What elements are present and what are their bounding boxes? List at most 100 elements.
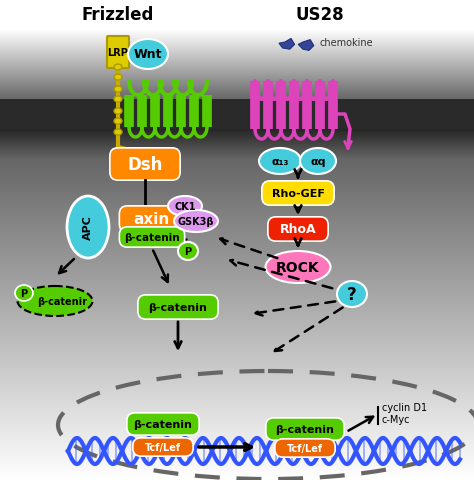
Bar <box>0 78 474 79</box>
Bar <box>0 293 474 294</box>
Bar <box>0 235 474 236</box>
Bar <box>0 436 474 437</box>
Bar <box>0 379 474 380</box>
Bar <box>0 179 474 180</box>
Bar <box>0 296 474 298</box>
Bar <box>0 63 474 64</box>
Bar <box>0 358 474 359</box>
Bar <box>0 52 474 53</box>
Bar <box>0 54 474 55</box>
Bar <box>0 224 474 225</box>
FancyBboxPatch shape <box>0 100 474 130</box>
Bar <box>0 437 474 438</box>
Bar <box>0 341 474 342</box>
Ellipse shape <box>18 287 92 316</box>
Bar <box>0 39 474 40</box>
Bar <box>0 369 474 370</box>
Bar <box>0 382 474 383</box>
Bar <box>0 407 474 408</box>
Bar <box>0 97 474 98</box>
Bar <box>0 399 474 400</box>
Bar <box>0 354 474 355</box>
Text: Frizzled: Frizzled <box>82 6 154 24</box>
Bar <box>0 298 474 299</box>
Bar <box>0 27 474 28</box>
Bar <box>0 459 474 460</box>
Bar <box>0 225 474 226</box>
Text: P: P <box>184 247 191 256</box>
Bar <box>0 118 474 119</box>
Bar <box>0 373 474 374</box>
Bar <box>0 123 474 124</box>
Bar <box>0 447 474 448</box>
Bar <box>0 57 474 58</box>
Bar <box>0 66 474 67</box>
Text: αq: αq <box>310 156 326 167</box>
Bar <box>0 211 474 212</box>
Bar <box>0 143 474 144</box>
Bar <box>0 271 474 273</box>
Bar <box>0 136 474 137</box>
Text: CK1: CK1 <box>174 202 196 212</box>
Bar <box>0 104 474 105</box>
Bar <box>0 463 474 464</box>
Bar <box>0 155 474 156</box>
Bar <box>0 318 474 319</box>
Ellipse shape <box>114 119 122 125</box>
Bar <box>0 350 474 351</box>
Text: GSK3β: GSK3β <box>178 216 214 227</box>
Bar <box>0 233 474 235</box>
Bar <box>0 377 474 378</box>
Bar <box>0 237 474 238</box>
Bar <box>0 108 474 109</box>
Bar <box>0 184 474 185</box>
Bar <box>0 420 474 421</box>
Bar <box>0 360 474 361</box>
Bar <box>0 53 474 54</box>
Bar <box>0 400 474 401</box>
Bar <box>0 55 474 56</box>
Bar <box>0 243 474 244</box>
Text: LRP: LRP <box>108 48 128 58</box>
Bar <box>0 283 474 285</box>
Bar <box>0 364 474 365</box>
Bar <box>0 268 474 269</box>
Bar <box>0 31 474 32</box>
Bar <box>0 392 474 393</box>
Bar <box>0 258 474 260</box>
Bar <box>0 374 474 375</box>
Text: ?: ? <box>347 286 357 303</box>
Bar <box>0 385 474 386</box>
Bar <box>0 2 474 3</box>
Bar <box>0 348 474 349</box>
Bar <box>0 60 474 61</box>
Bar <box>0 256 474 257</box>
Bar <box>0 70 474 71</box>
Bar <box>0 197 474 198</box>
Bar <box>0 73 474 74</box>
Bar <box>0 443 474 444</box>
Bar <box>0 438 474 439</box>
Bar <box>0 82 474 83</box>
Bar <box>0 425 474 426</box>
Ellipse shape <box>114 65 122 71</box>
Bar <box>0 218 474 219</box>
Bar <box>0 150 474 151</box>
Bar <box>0 330 474 331</box>
Bar <box>0 181 474 182</box>
Bar <box>0 390 474 391</box>
Bar <box>0 132 474 133</box>
Text: Dsh: Dsh <box>128 156 163 174</box>
Bar <box>0 285 474 286</box>
Bar <box>0 25 474 26</box>
Bar <box>0 148 474 149</box>
Text: cyclin D1: cyclin D1 <box>382 402 427 412</box>
Bar <box>0 304 474 305</box>
Bar <box>0 342 474 343</box>
Bar <box>0 8 474 9</box>
Bar <box>0 397 474 398</box>
Bar <box>0 413 474 414</box>
Bar <box>0 411 474 412</box>
Bar <box>0 195 474 197</box>
Bar <box>0 138 474 139</box>
